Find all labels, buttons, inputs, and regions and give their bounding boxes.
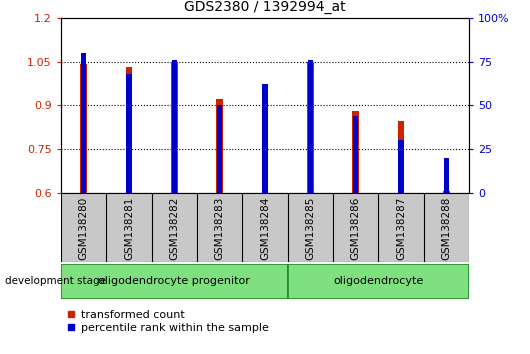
Text: GSM138288: GSM138288 <box>441 196 452 260</box>
Title: GDS2380 / 1392994_at: GDS2380 / 1392994_at <box>184 0 346 14</box>
Text: oligodendrocyte: oligodendrocyte <box>333 276 423 286</box>
Text: GSM138286: GSM138286 <box>351 196 361 260</box>
Legend: transformed count, percentile rank within the sample: transformed count, percentile rank withi… <box>66 310 269 333</box>
Text: GSM138284: GSM138284 <box>260 196 270 260</box>
Text: development stage: development stage <box>5 276 107 286</box>
Bar <box>307 60 313 193</box>
Bar <box>61 264 288 299</box>
Bar <box>288 264 469 299</box>
Bar <box>126 67 132 193</box>
Bar <box>262 84 268 193</box>
Text: oligodendrocyte progenitor: oligodendrocyte progenitor <box>99 276 250 286</box>
Bar <box>171 62 178 193</box>
Bar <box>262 89 268 193</box>
Bar <box>399 140 404 193</box>
Bar <box>307 62 314 193</box>
Text: GSM138283: GSM138283 <box>215 196 225 260</box>
Bar <box>444 158 449 193</box>
Bar <box>80 64 87 193</box>
Bar <box>398 121 404 193</box>
Bar <box>443 192 450 193</box>
Bar <box>352 111 359 193</box>
Text: GSM138287: GSM138287 <box>396 196 406 260</box>
Bar <box>172 60 177 193</box>
Bar <box>126 74 131 193</box>
Bar <box>353 116 358 193</box>
Bar <box>217 105 223 193</box>
Text: GSM138280: GSM138280 <box>78 196 89 259</box>
Text: GSM138285: GSM138285 <box>305 196 315 260</box>
Text: GSM138282: GSM138282 <box>169 196 179 260</box>
Text: GSM138281: GSM138281 <box>124 196 134 260</box>
Bar <box>216 99 223 193</box>
Bar <box>81 53 86 193</box>
